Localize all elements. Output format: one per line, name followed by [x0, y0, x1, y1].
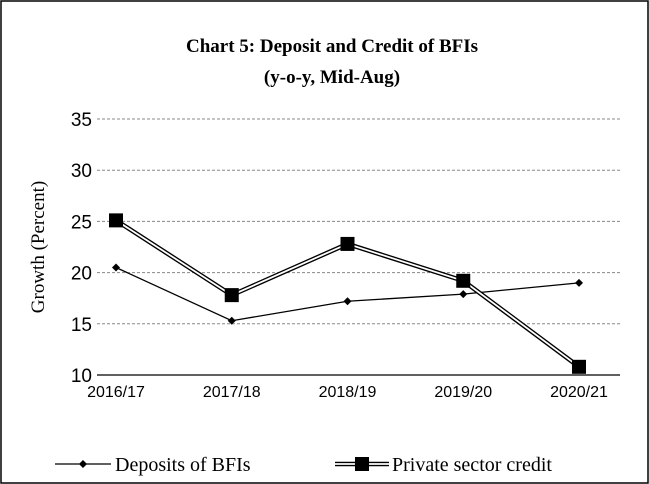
marker-diamond: [227, 316, 236, 325]
legend-marker: [355, 457, 369, 471]
legend-label: Private sector credit: [392, 454, 552, 476]
marker-square: [224, 288, 239, 303]
marker-diamond: [575, 278, 583, 287]
x-tick-label: 2018/19: [319, 384, 377, 401]
y-tick-label: 30: [71, 161, 92, 182]
y-axis-label: Growth (Percent): [28, 181, 49, 313]
y-tick-label: 25: [71, 212, 92, 233]
marker-diamond: [343, 297, 352, 306]
chart-subtitle: (y-o-y, Mid-Aug): [264, 67, 400, 88]
y-tick-label: 35: [71, 110, 92, 131]
marker-square: [109, 213, 123, 228]
y-tick-label: 10: [71, 366, 92, 387]
legend-label: Deposits of BFIs: [115, 454, 251, 476]
x-tick-label: 2019/20: [434, 384, 492, 401]
marker-diamond: [459, 290, 468, 299]
legend-marker: [79, 460, 87, 468]
y-tick-label: 20: [71, 264, 92, 285]
x-tick-label: 2016/17: [87, 384, 145, 401]
chart-title: Chart 5: Deposit and Credit of BFIs: [186, 36, 478, 57]
y-tick-label: 15: [71, 315, 92, 336]
marker-diamond: [112, 263, 120, 272]
marker-square: [340, 236, 355, 251]
marker-square: [456, 273, 471, 288]
marker-square: [572, 359, 586, 374]
x-tick-label: 2017/18: [203, 384, 261, 401]
x-tick-label: 2020/21: [550, 384, 608, 401]
